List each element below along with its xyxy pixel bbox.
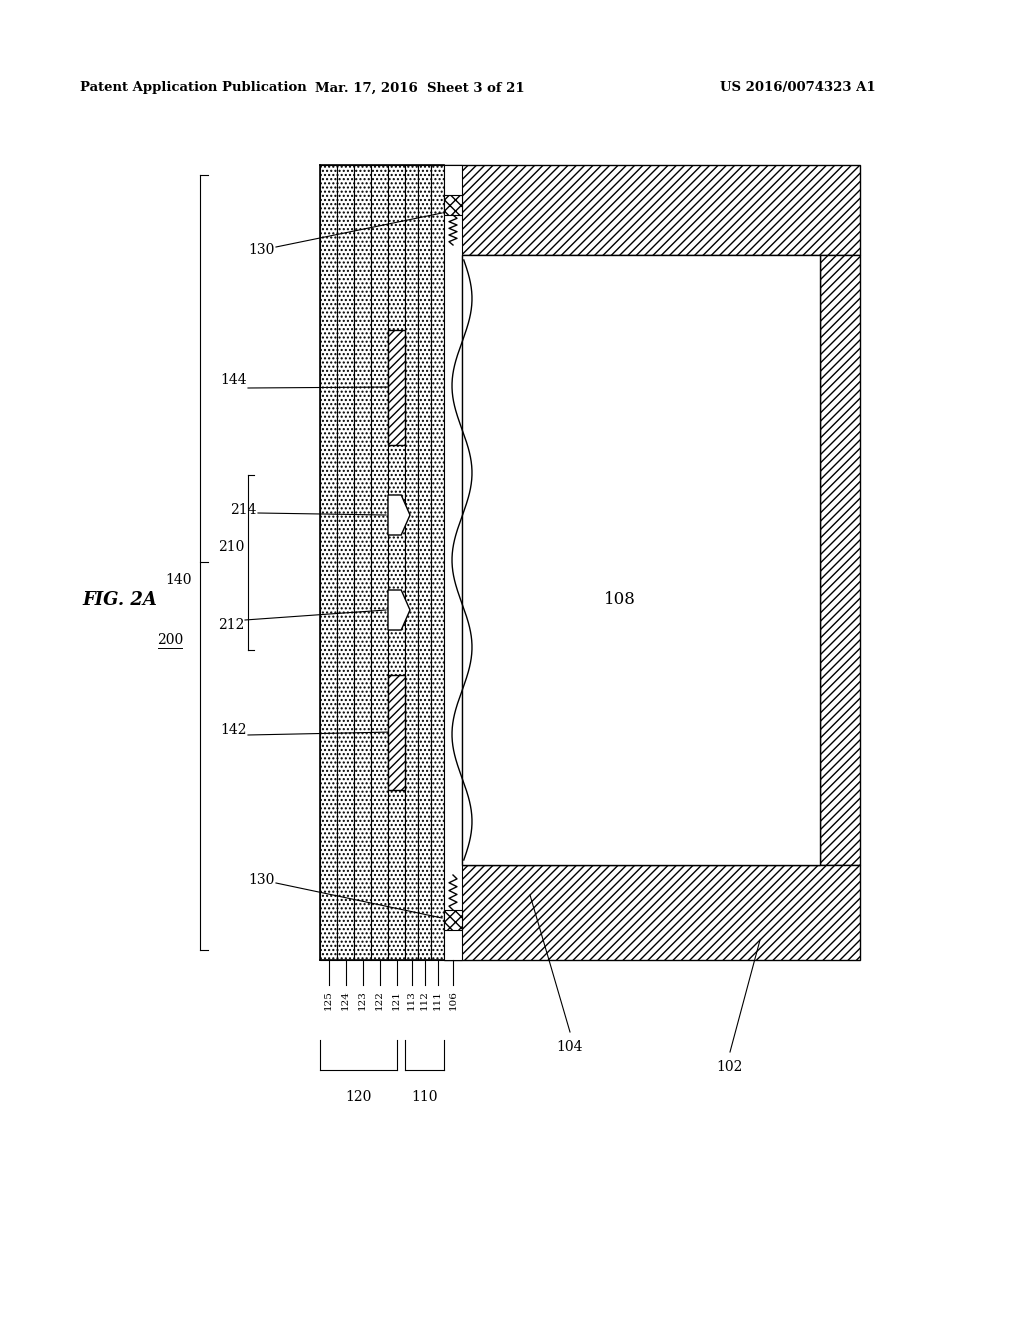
Bar (444, 165, 462, 960)
Bar (354, 165, 371, 960)
Text: 106: 106 (449, 990, 458, 1010)
Text: 102: 102 (717, 1060, 743, 1074)
Text: 108: 108 (604, 591, 636, 609)
Polygon shape (388, 495, 410, 535)
Text: 111: 111 (433, 990, 442, 1010)
Text: 214: 214 (230, 503, 257, 517)
Bar (444, 165, 860, 255)
Text: 210: 210 (218, 540, 244, 554)
Text: 121: 121 (392, 990, 401, 1010)
Polygon shape (388, 590, 410, 630)
Text: 144: 144 (220, 374, 247, 387)
Bar (444, 865, 860, 960)
Text: Mar. 17, 2016  Sheet 3 of 21: Mar. 17, 2016 Sheet 3 of 21 (315, 82, 525, 95)
Text: 140: 140 (166, 573, 193, 587)
Bar (371, 165, 388, 960)
Text: 120: 120 (345, 1090, 372, 1104)
Text: FIG. 2A: FIG. 2A (83, 591, 158, 609)
Bar (388, 330, 406, 445)
Text: 142: 142 (220, 723, 247, 737)
Text: 112: 112 (420, 990, 429, 1010)
Text: 125: 125 (324, 990, 333, 1010)
Bar (337, 165, 354, 960)
Text: 130: 130 (249, 243, 275, 257)
Bar (388, 165, 406, 960)
Bar (431, 165, 444, 960)
Text: Patent Application Publication: Patent Application Publication (80, 82, 307, 95)
Bar (406, 165, 418, 960)
Text: US 2016/0074323 A1: US 2016/0074323 A1 (720, 82, 876, 95)
Bar (418, 165, 431, 960)
Bar (820, 255, 860, 865)
Text: 200: 200 (157, 634, 183, 647)
Text: 113: 113 (407, 990, 416, 1010)
Bar (444, 909, 462, 931)
Text: 104: 104 (557, 1040, 584, 1053)
Bar (462, 255, 820, 865)
Bar (388, 675, 406, 789)
Bar (319, 165, 337, 960)
Bar (444, 195, 462, 215)
Text: 124: 124 (341, 990, 350, 1010)
Text: 212: 212 (218, 618, 244, 632)
Text: 110: 110 (412, 1090, 437, 1104)
Text: 130: 130 (249, 873, 275, 887)
Text: 122: 122 (375, 990, 384, 1010)
Text: 123: 123 (358, 990, 367, 1010)
